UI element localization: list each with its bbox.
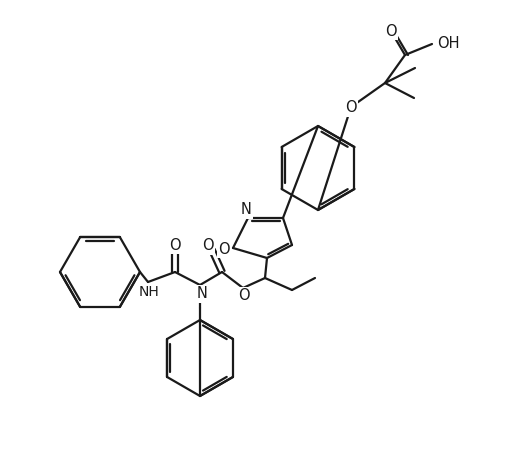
- Text: O: O: [202, 238, 214, 253]
- Text: N: N: [197, 287, 207, 302]
- Text: OH: OH: [437, 36, 460, 51]
- Text: O: O: [238, 288, 250, 303]
- Text: O: O: [218, 242, 230, 256]
- Text: O: O: [345, 100, 357, 116]
- Text: NH: NH: [139, 285, 159, 299]
- Text: O: O: [385, 23, 397, 39]
- Text: N: N: [240, 202, 251, 217]
- Text: O: O: [169, 238, 181, 252]
